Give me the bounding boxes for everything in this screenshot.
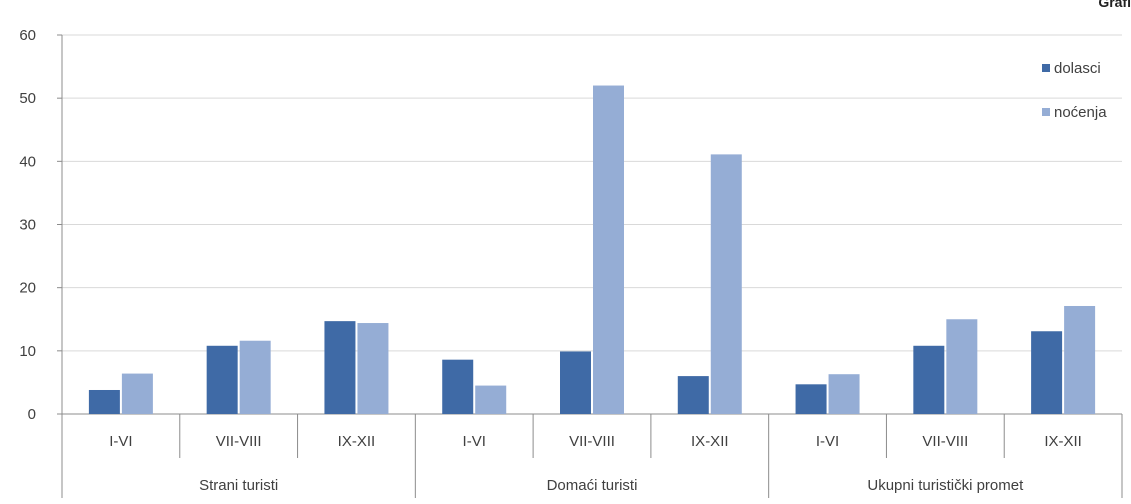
x-category-label: VII-VIII — [922, 433, 968, 450]
bar-dolasci — [677, 376, 709, 414]
bar-noenja — [1064, 305, 1096, 414]
bar-noenja — [946, 319, 978, 414]
bar-dolasci — [324, 321, 356, 414]
x-group-label: Ukupni turistički promet — [867, 477, 1024, 494]
chart-corner-title: Grafi — [1098, 0, 1131, 10]
bar-dolasci — [795, 384, 827, 414]
y-tick-label: 0 — [28, 406, 36, 423]
bar-noenja — [710, 154, 742, 414]
y-tick-label: 20 — [19, 280, 36, 297]
bar-noenja — [475, 385, 507, 414]
legend-swatch — [1042, 64, 1050, 72]
x-category-label: IX-XII — [338, 433, 376, 450]
axis-layer: 0 10 20 30 40 50 60 — [19, 27, 1123, 498]
x-category-label: IX-XII — [691, 433, 729, 450]
legend-swatch — [1042, 108, 1050, 116]
y-tick-label: 60 — [19, 27, 36, 44]
x-group-label: Domaći turisti — [547, 477, 638, 494]
bar-dolasci — [88, 389, 120, 414]
bar-layer — [88, 85, 1096, 415]
bar-dolasci — [206, 345, 238, 414]
bar-dolasci — [1031, 331, 1063, 414]
x-category-label: I-VI — [816, 433, 839, 450]
bar-noenja — [828, 374, 860, 414]
y-tick-label: 10 — [19, 343, 36, 360]
legend-label: dolasci — [1054, 60, 1101, 77]
x-category-label: VII-VIII — [569, 433, 615, 450]
bar-dolasci — [560, 351, 591, 414]
bar-noenja — [357, 323, 389, 414]
x-group-label: Strani turisti — [199, 477, 278, 494]
x-category-label: VII-VIII — [216, 433, 262, 450]
bar-dolasci — [913, 345, 945, 414]
legend: dolasci noćenja — [1042, 60, 1107, 121]
grid-layer — [62, 34, 1122, 352]
bar-dolasci — [442, 359, 474, 414]
y-tick-label: 40 — [19, 153, 36, 170]
x-category-label: I-VI — [109, 433, 132, 450]
x-category-label: IX-XII — [1044, 433, 1082, 450]
bar-noenja — [593, 85, 624, 415]
y-tick-label: 50 — [19, 90, 36, 107]
bar-noenja — [121, 373, 153, 414]
bar-noenja — [239, 340, 271, 414]
x-category-label: I-VI — [463, 433, 486, 450]
label-layer: I-VI VII-VIII IX-XII I-VI VII-VIII IX-XII I-VI… — [109, 433, 1082, 494]
legend-label: noćenja — [1054, 104, 1107, 121]
y-tick-label: 30 — [19, 217, 36, 234]
